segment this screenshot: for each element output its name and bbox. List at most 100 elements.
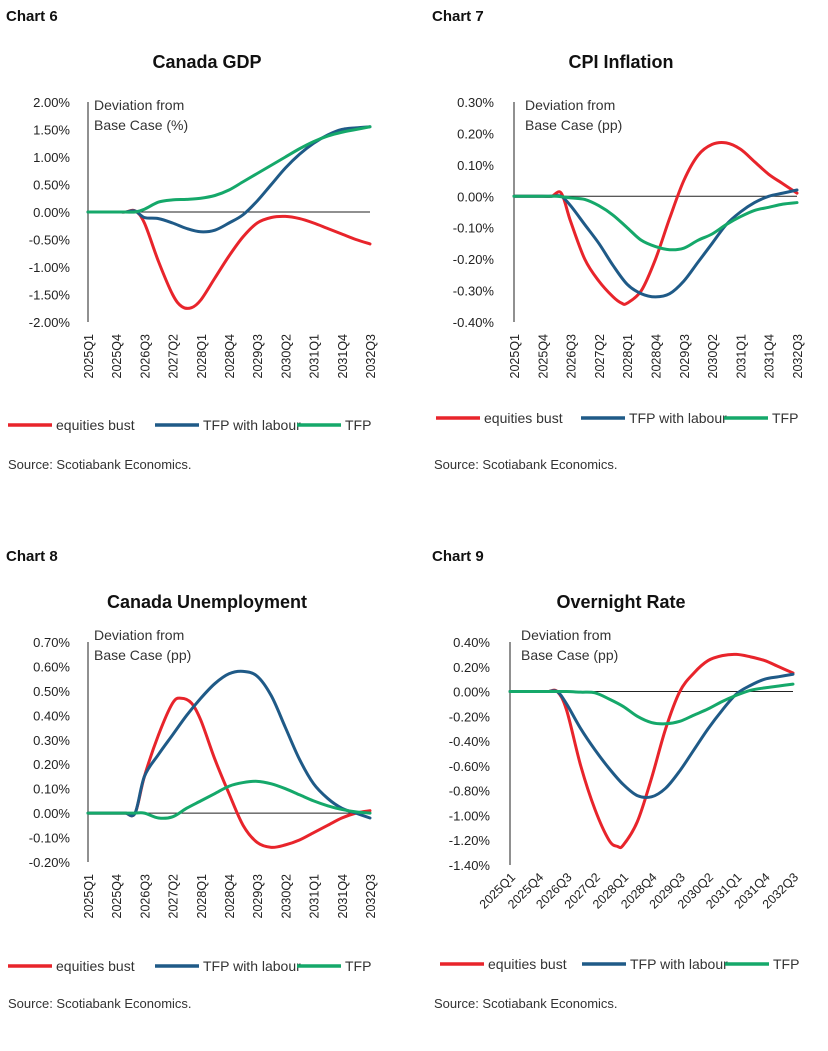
x-tick-label: 2030Q2 [279, 334, 293, 379]
chart-canvas: 0.40% 0.20% 0.00% -0.20% -0.40% -0.60% -0.80% -… [440, 627, 801, 972]
x-tick-label: 2025Q1 [508, 334, 522, 379]
x-tick-label: 2030Q2 [279, 874, 293, 919]
chart-canvas: 0.30% 0.20% 0.10% 0.00% -0.10% -0.20% -0.30% -0… [436, 95, 805, 426]
x-tick-label: 2032Q3 [364, 334, 378, 379]
x-tick-label: 2031Q1 [308, 874, 322, 919]
series-line-tfp-with-labour [508, 672, 795, 800]
x-tick-label: 2027Q2 [167, 874, 181, 919]
x-tick-label: 2031Q1 [308, 334, 322, 379]
legend-label: TFP with labour [630, 956, 728, 972]
chart-canvas: 2.00% 1.50% 1.00% 0.50% 0.00% -0.50% -1.00% -1.… [8, 95, 378, 433]
legend-label: TFP with labour [629, 410, 727, 426]
x-tick-label: 2027Q2 [593, 334, 607, 379]
legend-label: equities bust [488, 956, 567, 972]
chart-number: Chart 8 [6, 548, 58, 565]
y-tick-label: -0.40% [453, 315, 495, 330]
y-tick-label: 0.50% [33, 178, 70, 193]
series-line-tfp [508, 682, 795, 726]
x-tick-label: 2026Q3 [138, 334, 152, 379]
y-tick-label: 1.00% [33, 150, 70, 165]
source-note: Source: Scotiabank Economics. [8, 457, 192, 472]
x-tick-label: 2031Q4 [763, 334, 777, 379]
y-tick-label: -1.00% [449, 808, 491, 823]
y-tick-label: -1.50% [29, 288, 71, 303]
series-line-tfp [86, 125, 372, 214]
y-tick-label: -0.10% [29, 831, 71, 846]
axis-annotation: Base Case (%) [94, 117, 188, 133]
legend-label: TFP [345, 417, 371, 433]
axis-annotation: Deviation from [525, 97, 615, 113]
chart-canvas: 0.70% 0.60% 0.50% 0.40% 0.30% 0.20% 0.10% 0.00%… [8, 627, 378, 974]
y-tick-label: -0.10% [453, 221, 495, 236]
x-tick-label: 2028Q4 [223, 334, 237, 379]
y-tick-label: 0.60% [33, 659, 70, 674]
legend-label: TFP with labour [203, 417, 301, 433]
legend-label: equities bust [56, 417, 135, 433]
legend-label: TFP with labour [203, 958, 301, 974]
y-tick-label: 0.00% [453, 685, 490, 700]
y-tick-label: 0.00% [33, 205, 70, 220]
y-tick-label: -0.20% [29, 855, 71, 870]
x-tick-label: 2032Q3 [791, 334, 805, 379]
x-tick-label: 2025Q4 [110, 874, 124, 919]
x-tick-label: 2028Q4 [223, 874, 237, 919]
y-tick-label: -1.00% [29, 260, 71, 275]
panel-chart-6: Chart 6 Canada GDP 2.00% 1.50% 1.00% 0.50% 0… [0, 0, 414, 511]
series-line-tfp [86, 779, 372, 820]
axis-annotation: Deviation from [94, 97, 184, 113]
y-tick-label: -2.00% [29, 315, 71, 330]
series-line-tfp-with-labour [512, 188, 799, 299]
series-line-equities-bust [86, 208, 372, 310]
series-line-tfp-with-labour [86, 125, 372, 234]
x-tick-label: 2030Q2 [706, 334, 720, 379]
chart-number: Chart 6 [6, 8, 58, 25]
y-tick-label: 0.30% [457, 95, 494, 110]
y-tick-label: -0.20% [453, 252, 495, 267]
x-tick-label: 2026Q3 [138, 874, 152, 919]
y-tick-label: -0.60% [449, 759, 491, 774]
series-line-equities-bust [508, 652, 795, 850]
axis-annotation: Base Case (pp) [521, 647, 618, 663]
y-tick-label: 0.10% [33, 782, 70, 797]
source-note: Source: Scotiabank Economics. [434, 996, 618, 1011]
y-tick-label: -0.20% [449, 709, 491, 724]
y-tick-label: 0.40% [33, 708, 70, 723]
chart-title: CPI Inflation [568, 52, 674, 72]
x-tick-label: 2028Q1 [195, 874, 209, 919]
legend-label: TFP [345, 958, 371, 974]
chart-title: Overnight Rate [556, 592, 686, 612]
legend-label: equities bust [56, 958, 135, 974]
y-tick-label: -0.50% [29, 233, 71, 248]
chart-number: Chart 7 [432, 8, 484, 25]
y-tick-label: -1.40% [449, 858, 491, 873]
x-tick-label: 2029Q3 [678, 334, 692, 379]
y-tick-label: 0.20% [457, 126, 494, 141]
y-tick-label: 0.00% [33, 806, 70, 821]
legend-label: TFP [773, 956, 799, 972]
chart-title: Canada GDP [152, 52, 262, 72]
y-tick-label: 2.00% [33, 95, 70, 110]
x-tick-label: 2031Q1 [734, 334, 748, 379]
x-tick-label: 2028Q4 [650, 334, 664, 379]
chart-title: Canada Unemployment [106, 592, 308, 612]
series-line-equities-bust [86, 696, 372, 849]
x-tick-label: 2027Q2 [167, 334, 181, 379]
panel-chart-7: Chart 7 CPI Inflation 0.30% 0.20% 0.10% 0.0… [414, 0, 828, 511]
axis-annotation: Deviation from [94, 627, 184, 643]
axis-annotation: Base Case (pp) [94, 647, 191, 663]
source-note: Source: Scotiabank Economics. [434, 457, 618, 472]
x-tick-label: 2025Q4 [536, 334, 550, 379]
x-tick-label: 2028Q1 [195, 334, 209, 379]
series-line-tfp-with-labour [86, 669, 372, 820]
series-line-tfp [512, 194, 799, 252]
series-line-equities-bust [512, 140, 799, 306]
y-tick-label: 0.00% [457, 189, 494, 204]
y-tick-label: -0.80% [449, 784, 491, 799]
x-tick-label: 2025Q1 [82, 334, 96, 379]
x-tick-label: 2031Q4 [336, 874, 350, 919]
chart-number: Chart 9 [432, 548, 484, 565]
y-tick-label: -0.40% [449, 734, 491, 749]
y-tick-label: -0.30% [453, 284, 495, 299]
panel-chart-8: Chart 8 Canada Unemployment 0.70% 0.60% 0.… [0, 540, 414, 1051]
y-tick-label: 0.20% [33, 757, 70, 772]
